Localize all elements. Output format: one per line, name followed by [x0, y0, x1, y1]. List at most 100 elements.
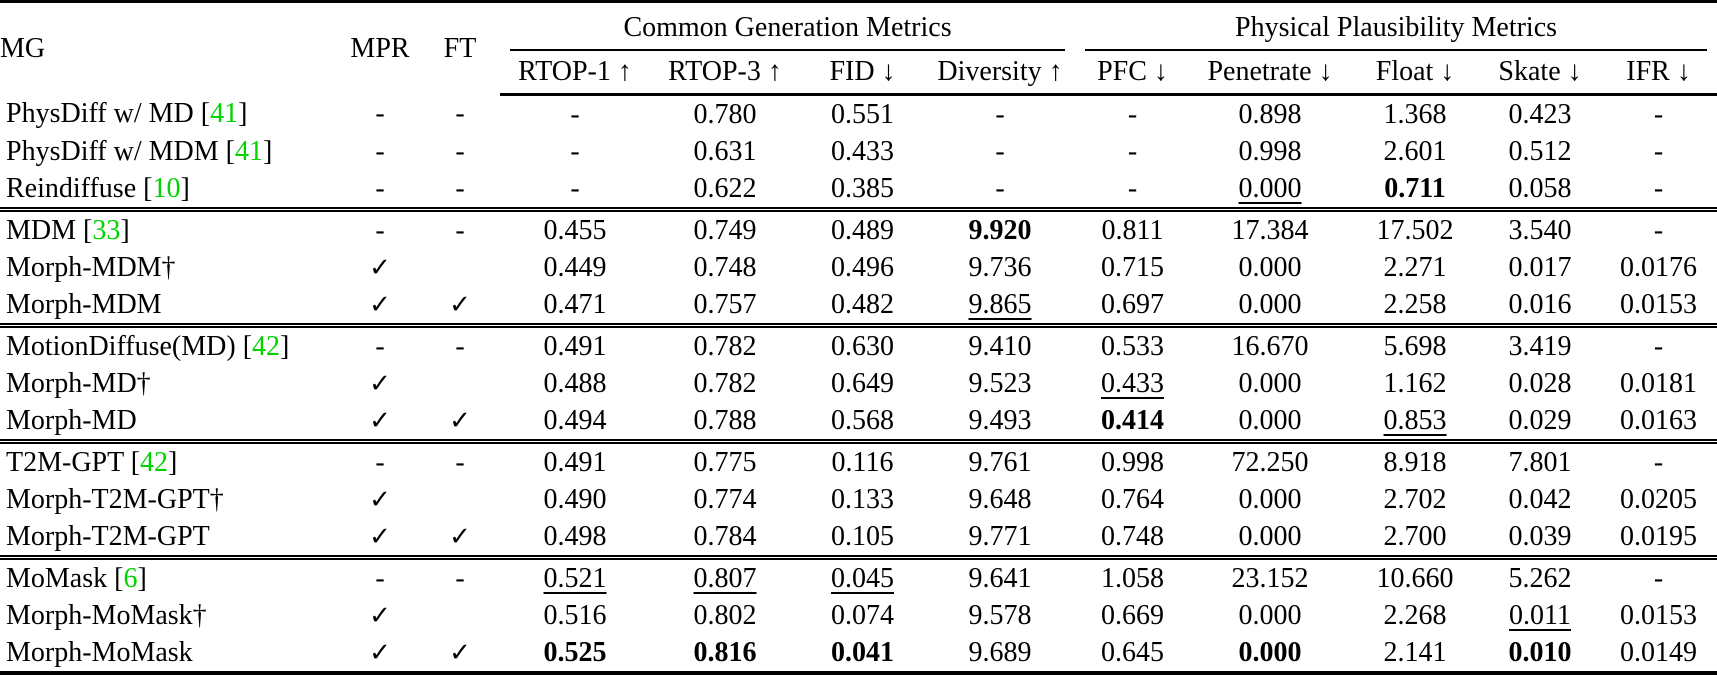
metric-value: 0.133 — [831, 483, 894, 515]
metric-value: 0.482 — [831, 288, 894, 320]
column-header-diversity: Diversity ↑ — [925, 51, 1076, 96]
metric-value: 0.385 — [831, 172, 894, 204]
column-header-pfc: PFC ↓ — [1075, 51, 1191, 96]
metric-value: 0.802 — [693, 599, 757, 631]
metric-value: 0.116 — [800, 439, 925, 481]
metric-value: 0.000 — [1238, 599, 1302, 631]
citation-number: 42 — [140, 446, 169, 478]
metric-value: 72.250 — [1190, 439, 1351, 481]
metric-value: - — [570, 172, 580, 204]
metric-value: 0.496 — [831, 251, 894, 283]
model-name: MoMask [6] — [0, 555, 340, 597]
mpr-mark: ✓ — [369, 368, 391, 398]
metric-value: 0.748 — [693, 251, 757, 283]
metric-value: 0.074 — [831, 599, 894, 631]
metric-value: 0.471 — [543, 288, 607, 320]
column-header-rtop1: RTOP-1 ↑ — [500, 51, 650, 96]
mpr-mark: ✓ — [369, 405, 391, 435]
metric-value: 16.670 — [1190, 323, 1351, 365]
metric-value: 0.516 — [543, 599, 607, 631]
model-name: Morph-MoMask† — [6, 599, 207, 631]
metric-value: 0.788 — [693, 404, 757, 436]
metric-value: - — [1127, 172, 1138, 204]
citation-number: 41 — [210, 97, 239, 129]
metric-value: - — [1127, 98, 1138, 130]
metric-value: 0.041 — [831, 636, 894, 668]
model-name: T2M-GPT [42] — [0, 439, 340, 481]
column-header-mg: MG — [0, 32, 46, 64]
ft-mark — [420, 597, 500, 634]
model-name: Morph-MDM† — [6, 251, 176, 283]
metric-value: 0.433 — [831, 135, 894, 167]
metric-value: 0.782 — [693, 367, 757, 399]
mpr-mark: ✓ — [369, 252, 391, 282]
model-name: Morph-MDM — [6, 288, 162, 320]
table-row: Morph-MoMask ✓ ✓ 0.525 0.816 0.041 9.689 0.645 0… — [0, 634, 1717, 673]
mpr-mark: ✓ — [369, 521, 391, 551]
mpr-mark: ✓ — [369, 289, 391, 319]
metric-value: 3.419 — [1480, 323, 1601, 365]
ft-mark: - — [455, 135, 465, 167]
metric-value: 0.551 — [831, 98, 894, 130]
metric-value: 0.000 — [1238, 483, 1302, 515]
metric-value: 2.702 — [1383, 483, 1447, 515]
metric-value: 0.488 — [543, 367, 607, 399]
metric-value: 0.000 — [1238, 367, 1302, 399]
metric-value: - — [995, 135, 1005, 167]
metric-value: 0.775 — [650, 439, 800, 481]
metric-value: 0.649 — [831, 367, 894, 399]
metric-value: 1.162 — [1383, 367, 1447, 399]
group-header-common-generation: Common Generation Metrics — [500, 2, 1075, 51]
metric-value: 0.000 — [1238, 520, 1302, 552]
metric-value: 23.152 — [1190, 555, 1351, 597]
metric-value: 0.017 — [1508, 251, 1572, 283]
metric-value: 3.540 — [1480, 207, 1601, 249]
metric-value: 0.494 — [543, 404, 607, 436]
metric-value: 0.029 — [1508, 404, 1572, 436]
metric-value: 0.645 — [1101, 636, 1165, 668]
metric-value: 0.045 — [800, 555, 925, 597]
column-header-fid: FID ↓ — [800, 51, 925, 96]
metric-value: 0.0163 — [1620, 404, 1698, 436]
metric-value: 2.271 — [1383, 251, 1447, 283]
metric-value: 0.028 — [1508, 367, 1572, 399]
mpr-mark: - — [375, 97, 385, 129]
metric-value: 0.764 — [1101, 483, 1165, 515]
column-header-mpr: MPR — [350, 32, 410, 64]
table-row: MDM [33] - -0.455 0.749 0.489 9.920 0.811 17.38… — [0, 207, 1717, 249]
metric-value: 9.771 — [968, 520, 1032, 552]
table-header: MG MPR FT Common Generation Metrics Phys… — [0, 2, 1717, 96]
metric-value: 9.641 — [925, 555, 1076, 597]
table-row: Morph-MD ✓ ✓ 0.494 0.788 0.568 9.493 0.414 0.000… — [0, 402, 1717, 442]
table-row: Morph-MD† ✓ 0.488 0.782 0.649 9.523 0.433 0.000… — [0, 365, 1717, 402]
metric-value: 17.384 — [1190, 207, 1351, 249]
metric-value: - — [1127, 135, 1138, 167]
column-header-float: Float ↓ — [1350, 51, 1481, 96]
model-name: Reindiffuse [10] — [6, 172, 190, 204]
metric-value: 17.502 — [1350, 207, 1481, 249]
metric-value: 0.433 — [1101, 367, 1165, 399]
metric-value: 0.512 — [1508, 135, 1572, 167]
mpr-mark: - — [340, 439, 420, 481]
metric-value: 9.689 — [968, 636, 1032, 668]
model-name: Morph-T2M-GPT — [6, 520, 210, 552]
metric-value: 0.449 — [543, 251, 607, 283]
metric-value: 0.105 — [831, 520, 894, 552]
ft-mark: - — [420, 207, 500, 249]
table-row: Morph-MDM† ✓ 0.449 0.748 0.496 9.736 0.715 0.00… — [0, 249, 1717, 286]
metric-value: 2.601 — [1383, 135, 1447, 167]
mpr-mark: - — [340, 555, 420, 597]
metric-value: 9.410 — [925, 323, 1076, 365]
ft-mark: - — [420, 555, 500, 597]
metric-value: 0.423 — [1508, 98, 1572, 130]
column-header-rtop3: RTOP-3 ↑ — [650, 51, 800, 96]
table-row: Morph-MDM ✓ ✓ 0.471 0.757 0.482 9.865 0.697 0.00… — [0, 286, 1717, 326]
ft-mark: ✓ — [449, 289, 471, 319]
citation-number: 6 — [123, 562, 138, 594]
metric-value: 2.700 — [1383, 520, 1447, 552]
ft-mark — [420, 249, 500, 286]
metric-value: 0.533 — [1075, 323, 1191, 365]
model-name: Morph-T2M-GPT† — [6, 483, 224, 515]
ft-mark: ✓ — [449, 637, 471, 667]
column-header-penetrate: Penetrate ↓ — [1190, 51, 1351, 96]
